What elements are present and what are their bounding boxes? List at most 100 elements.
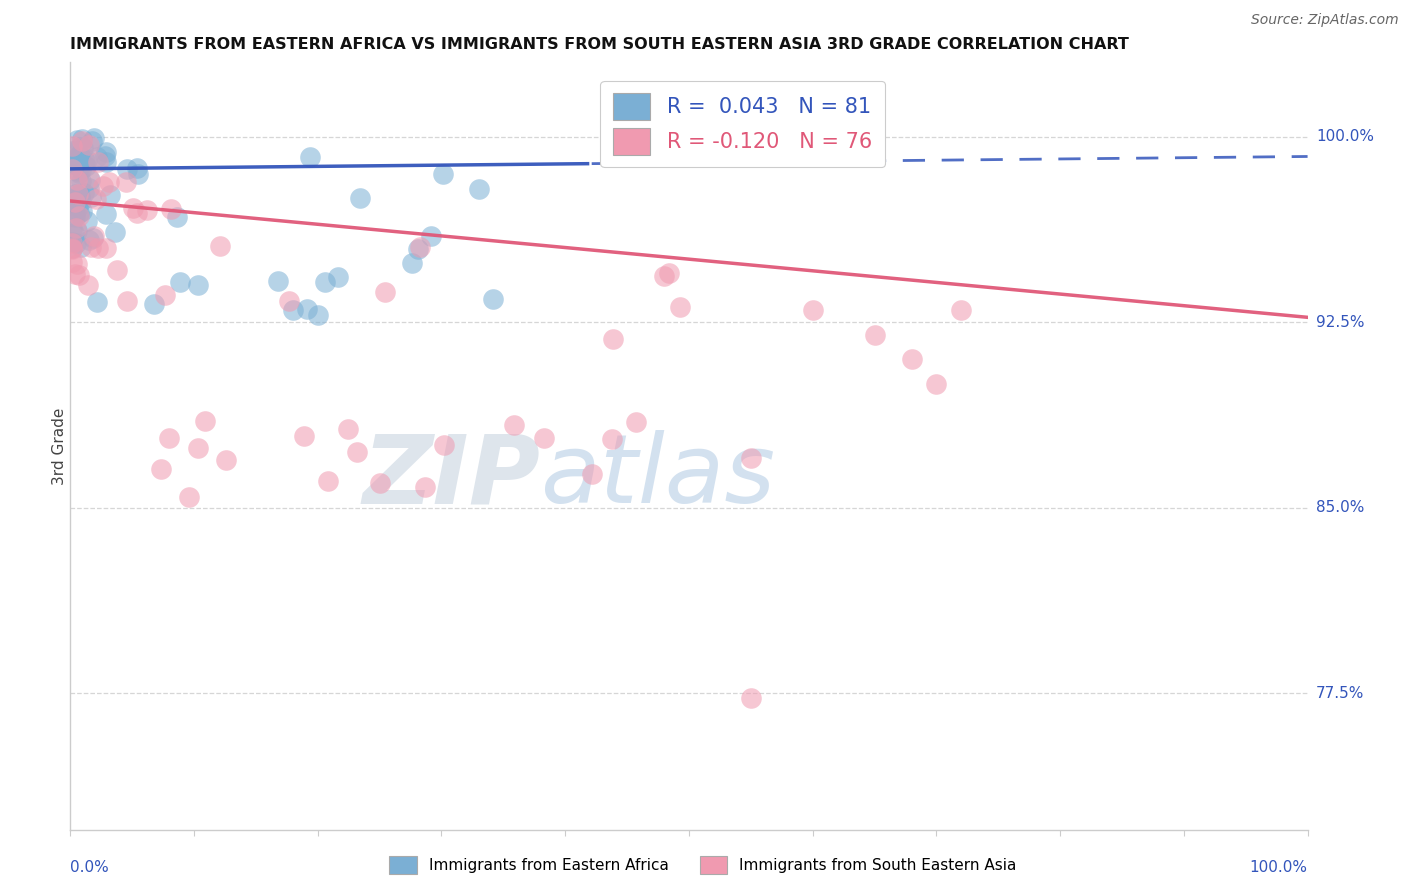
Point — [77, 138, 100, 153]
Point — [215, 453, 238, 467]
Point — [157, 431, 180, 445]
Text: 100.0%: 100.0% — [1316, 129, 1374, 145]
Point — [67, 158, 90, 172]
Point — [740, 691, 762, 706]
Point — [66, 150, 89, 164]
Point — [63, 226, 86, 240]
Legend: Immigrants from Eastern Africa, Immigrants from South Eastern Asia: Immigrants from Eastern Africa, Immigran… — [384, 850, 1022, 880]
Point — [79, 170, 101, 185]
Point — [67, 186, 90, 201]
Point — [401, 255, 423, 269]
Point — [209, 239, 232, 253]
Point — [76, 153, 98, 167]
Point — [652, 268, 675, 283]
Point — [65, 187, 87, 202]
Point — [155, 287, 177, 301]
Point — [281, 302, 304, 317]
Point — [104, 226, 127, 240]
Point — [581, 467, 603, 481]
Point — [194, 414, 217, 428]
Point — [67, 147, 90, 161]
Text: 92.5%: 92.5% — [1316, 315, 1364, 330]
Point — [159, 202, 181, 216]
Point — [278, 293, 301, 308]
Point — [80, 190, 103, 204]
Point — [83, 131, 105, 145]
Point — [62, 192, 84, 206]
Point — [70, 240, 93, 254]
Point — [420, 228, 443, 243]
Point — [349, 191, 371, 205]
Point — [125, 161, 148, 175]
Point — [94, 207, 117, 221]
Point — [69, 140, 91, 154]
Point — [950, 302, 973, 317]
Point — [292, 428, 315, 442]
Point — [75, 154, 97, 169]
Point — [60, 161, 83, 176]
Point — [669, 300, 692, 314]
Point — [299, 150, 322, 164]
Point — [368, 475, 391, 490]
Point — [60, 241, 83, 255]
Point — [801, 302, 824, 317]
Point — [65, 236, 87, 251]
Point — [433, 438, 456, 452]
Point — [169, 275, 191, 289]
Point — [91, 179, 114, 194]
Point — [295, 301, 318, 316]
Point — [72, 141, 94, 155]
Point — [314, 275, 336, 289]
Point — [482, 292, 505, 306]
Point — [67, 166, 90, 180]
Point — [925, 377, 948, 392]
Point — [79, 181, 101, 195]
Point — [60, 156, 83, 170]
Point — [73, 186, 96, 200]
Point — [86, 150, 108, 164]
Point — [60, 235, 83, 249]
Point — [63, 210, 86, 224]
Point — [602, 332, 624, 346]
Point — [658, 266, 681, 280]
Point — [86, 295, 108, 310]
Point — [94, 145, 117, 160]
Point — [67, 193, 90, 207]
Point — [328, 269, 350, 284]
Point — [69, 163, 91, 178]
Point — [187, 441, 209, 455]
Point — [406, 242, 429, 256]
Point — [60, 242, 83, 256]
Point — [66, 153, 89, 167]
Point — [266, 275, 288, 289]
Point — [60, 255, 83, 269]
Point — [70, 204, 93, 219]
Text: 85.0%: 85.0% — [1316, 500, 1364, 516]
Point — [60, 139, 83, 153]
Point — [136, 202, 159, 217]
Point — [67, 209, 90, 223]
Point — [60, 145, 83, 159]
Point — [67, 206, 90, 220]
Point — [83, 229, 105, 244]
Point — [63, 206, 86, 220]
Point — [94, 148, 117, 162]
Point — [66, 224, 89, 238]
Point — [67, 268, 90, 282]
Point — [336, 422, 359, 436]
Point — [79, 173, 101, 187]
Point — [626, 415, 648, 429]
Point — [84, 192, 107, 206]
Point — [125, 205, 148, 219]
Point — [76, 214, 98, 228]
Point — [374, 285, 396, 300]
Point — [66, 257, 89, 271]
Text: 100.0%: 100.0% — [1250, 860, 1308, 875]
Point — [115, 161, 138, 176]
Point — [70, 134, 93, 148]
Point — [533, 431, 555, 445]
Point — [900, 352, 922, 367]
Y-axis label: 3rd Grade: 3rd Grade — [52, 408, 66, 484]
Point — [69, 150, 91, 164]
Point — [105, 263, 128, 277]
